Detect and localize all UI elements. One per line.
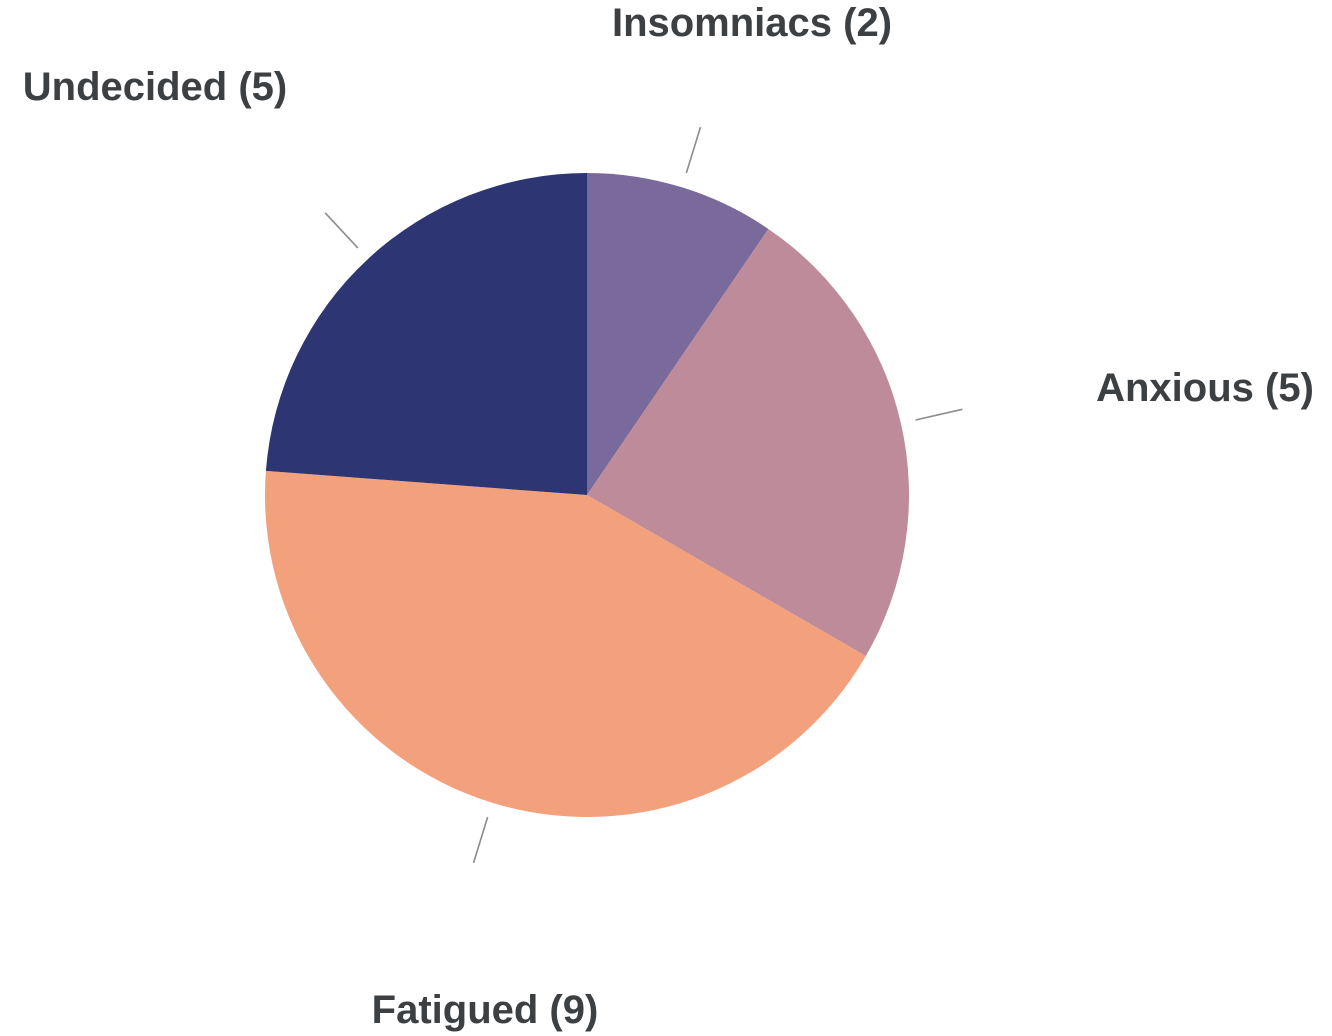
- pie-slice-undecided: [265, 173, 587, 495]
- pie-slice-anxious: [587, 228, 910, 656]
- leader-line-fatigued: [472, 816, 489, 864]
- slice-label-insomniacs: Insomniacs (2): [612, 1, 892, 45]
- pie-slice-insomniacs: [587, 173, 769, 495]
- leader-lines: [324, 126, 963, 864]
- leader-line-undecided: [324, 212, 359, 249]
- slice-label-fatigued: Fatigued (9): [372, 988, 599, 1032]
- leader-line-anxious: [915, 408, 963, 421]
- leader-line-insomniacs: [685, 126, 702, 174]
- slice-label-undecided: Undecided (5): [23, 65, 287, 109]
- slice-label-anxious: Anxious (5): [1096, 366, 1314, 410]
- pie-slices: [265, 173, 910, 817]
- pie-slice-fatigued: [265, 470, 866, 817]
- slice-labels: Insomniacs (2) Anxious (5) Fatigued (9) Und…: [23, 1, 1314, 1032]
